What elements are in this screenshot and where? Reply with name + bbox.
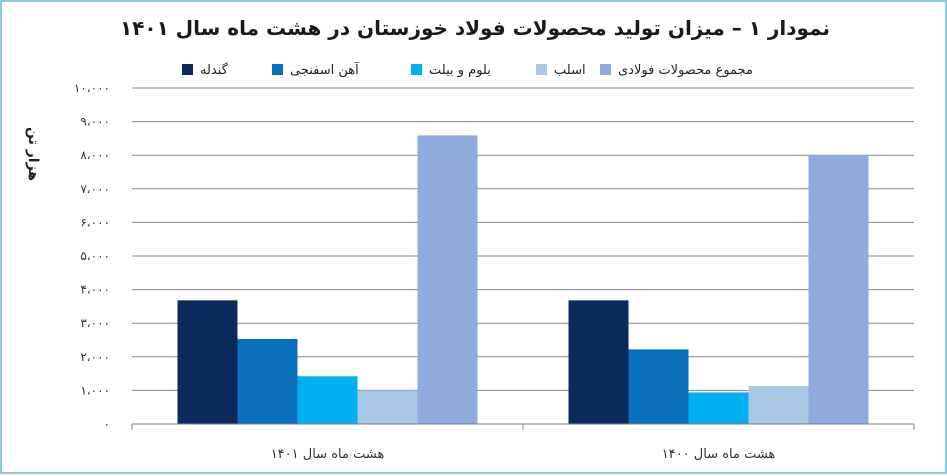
y-tick-label: ۳،۰۰۰ (80, 316, 110, 330)
bar (417, 135, 478, 424)
legend-label: اسلب (554, 63, 586, 78)
bar (357, 390, 418, 424)
legend-swatch (182, 64, 193, 75)
legend-swatch (411, 64, 422, 75)
x-axis-categories: هشت ماه سال ۱۴۰۱ هشت ماه سال ۱۴۰۰ (271, 447, 776, 462)
bars (177, 135, 869, 424)
y-tick-label: ۶،۰۰۰ (80, 215, 110, 229)
y-tick-label: ۱۰،۰۰۰ (74, 81, 110, 95)
y-tick-label: ۱،۰۰۰ (80, 383, 110, 397)
y-tick-label: ۸،۰۰۰ (80, 148, 110, 162)
bar (568, 300, 629, 424)
y-tick-label: ۷،۰۰۰ (80, 182, 110, 196)
y-axis-ticks: ۰ ۱،۰۰۰ ۲،۰۰۰ ۳،۰۰۰ ۴،۰۰۰ ۵،۰۰۰ ۶،۰۰۰ ۷،۰۰۰ ۸،۰۰… (74, 81, 110, 431)
bar (237, 338, 298, 424)
legend: گندله آهن اسفنجی بلوم و بیلت اسلب مجموع محصو… (182, 61, 753, 78)
bar (177, 300, 238, 424)
bar (297, 376, 358, 424)
legend-label: مجموع محصولات فولادی (618, 63, 753, 78)
y-tick-label: ۴،۰۰۰ (80, 283, 110, 297)
legend-label: گندله (200, 62, 229, 78)
legend-swatch (600, 64, 611, 75)
y-tick-label: ۵،۰۰۰ (80, 249, 110, 263)
legend-swatch (272, 64, 283, 75)
chart-title: نمودار ۱ – میزان تولید محصولات فولاد خوز… (120, 16, 830, 40)
bar (688, 392, 749, 424)
x-category-label: هشت ماه سال ۱۴۰۱ (271, 447, 385, 462)
legend-swatch (536, 64, 547, 75)
bar (808, 154, 869, 424)
y-tick-label: ۰ (104, 417, 110, 431)
bar (748, 386, 809, 424)
y-tick-label: ۲،۰۰۰ (80, 350, 110, 364)
legend-label: آهن اسفنجی (290, 61, 360, 78)
x-category-label: هشت ماه سال ۱۴۰۰ (662, 447, 776, 462)
bar (628, 349, 689, 424)
legend-label: بلوم و بیلت (429, 63, 491, 78)
axes (131, 423, 915, 430)
y-axis-label: هزار تن (25, 127, 41, 181)
y-tick-label: ۹،۰۰۰ (80, 115, 110, 129)
